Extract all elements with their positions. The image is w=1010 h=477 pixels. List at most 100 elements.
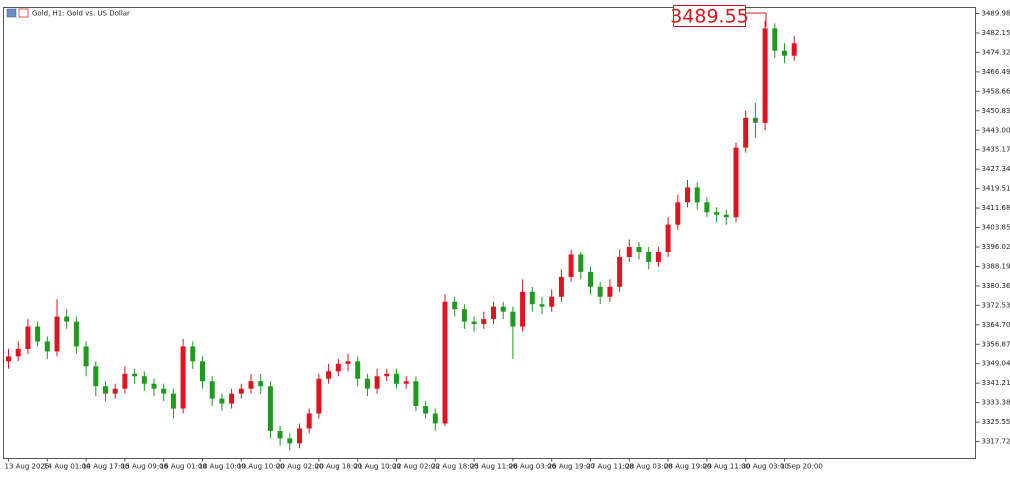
candle-body bbox=[141, 376, 147, 384]
candle-body bbox=[704, 202, 710, 213]
candle-body bbox=[25, 326, 31, 349]
candle-body bbox=[316, 378, 322, 414]
candle-body bbox=[597, 286, 603, 297]
y-tick-label: 3388.19 bbox=[982, 262, 1010, 270]
y-tick-label: 3474.32 bbox=[982, 48, 1010, 56]
candle-body bbox=[15, 348, 21, 357]
y-tick-label: 3317.72 bbox=[982, 438, 1010, 446]
y-tick-label: 3458.66 bbox=[982, 87, 1010, 95]
candle-body bbox=[471, 321, 477, 325]
candle-body bbox=[219, 398, 225, 404]
candle-body bbox=[112, 388, 118, 394]
x-tick-label: 30 Aug 03:00 bbox=[742, 463, 789, 471]
candle-body bbox=[161, 388, 167, 394]
y-tick-label: 3364.70 bbox=[982, 321, 1010, 329]
candle-body bbox=[520, 291, 526, 327]
candle-body bbox=[73, 321, 79, 347]
candle-body bbox=[500, 306, 506, 312]
candle-body bbox=[93, 366, 99, 387]
candle-body bbox=[83, 346, 89, 367]
candle-body bbox=[558, 276, 564, 297]
candle-body bbox=[665, 224, 671, 253]
candle-body bbox=[626, 247, 632, 257]
candle-body bbox=[617, 256, 623, 287]
y-tick-label: 3489.98 bbox=[982, 10, 1010, 18]
candle-body bbox=[151, 383, 157, 389]
candle-body bbox=[209, 381, 215, 399]
candle-body bbox=[355, 361, 361, 379]
candle-body bbox=[277, 430, 283, 439]
candle-body bbox=[733, 147, 739, 218]
chart-title: Gold, H1: Gold vs. US Dollar bbox=[32, 10, 130, 18]
candle-body bbox=[752, 117, 758, 123]
plot-frame bbox=[3, 7, 976, 459]
y-tick-label: 3372.53 bbox=[982, 301, 1010, 309]
candle-body bbox=[413, 381, 419, 407]
x-tick-label: 29 Aug 11:00 bbox=[703, 463, 750, 471]
candle-body bbox=[6, 356, 11, 362]
y-tick-label: 3450.83 bbox=[982, 107, 1010, 115]
candle-body bbox=[103, 386, 108, 394]
candle-body bbox=[432, 413, 438, 424]
candle-body bbox=[54, 316, 60, 352]
candle-body bbox=[549, 296, 555, 307]
x-tick-label: 14 Aug 17:00 bbox=[82, 463, 129, 471]
x-tick-label: 13 Aug 2025 bbox=[5, 463, 50, 471]
candle-body bbox=[170, 393, 176, 409]
candle-body bbox=[287, 438, 293, 444]
candle-body bbox=[636, 247, 642, 253]
y-tick-label: 3380.36 bbox=[982, 282, 1010, 290]
y-tick-label: 3349.04 bbox=[982, 360, 1010, 368]
candle-body bbox=[180, 346, 186, 409]
candle-body bbox=[655, 252, 661, 262]
y-tick-label: 3419.51 bbox=[982, 185, 1010, 193]
candle-body bbox=[267, 386, 273, 431]
y-tick-label: 3466.49 bbox=[982, 68, 1010, 76]
y-tick-label: 3427.34 bbox=[982, 165, 1010, 173]
candle-body bbox=[782, 50, 787, 56]
x-tick-label: 26 Aug 03:00 bbox=[509, 463, 556, 471]
candle-body bbox=[588, 271, 593, 287]
candle-body bbox=[491, 306, 496, 320]
candle-body bbox=[461, 309, 467, 322]
candle-body bbox=[694, 187, 700, 203]
candle-body bbox=[762, 28, 768, 123]
candle-body bbox=[452, 301, 458, 310]
candle-body bbox=[345, 361, 351, 364]
x-tick-label: 22 Aug 02:00 bbox=[393, 463, 440, 471]
y-tick-label: 3403.85 bbox=[982, 224, 1010, 232]
x-tick-label: 25 Aug 11:00 bbox=[470, 463, 517, 471]
x-tick-label: 14 Aug 01:00 bbox=[43, 463, 90, 471]
candle-body bbox=[306, 413, 312, 429]
y-tick-label: 3435.17 bbox=[982, 146, 1010, 154]
candle-body bbox=[35, 326, 41, 342]
header-icons bbox=[6, 8, 29, 18]
x-tick-label: 28 Aug 03:00 bbox=[625, 463, 672, 471]
candle-body bbox=[442, 301, 448, 424]
x-tick-label: 21 Aug 10:00 bbox=[354, 463, 401, 471]
candle-body bbox=[335, 363, 341, 372]
candle-body bbox=[423, 406, 429, 414]
y-tick-label: 3443.00 bbox=[982, 126, 1010, 134]
candle-body bbox=[685, 187, 690, 203]
x-tick-label: 28 Aug 19:00 bbox=[664, 463, 711, 471]
candle-body bbox=[238, 388, 244, 394]
candle-body bbox=[44, 341, 50, 352]
candle-body bbox=[578, 254, 584, 272]
x-tick-label: 16 Aug 01:00 bbox=[160, 463, 207, 471]
candle-body bbox=[132, 373, 138, 377]
candle-body bbox=[122, 373, 128, 389]
x-tick-label: 15 Aug 09:00 bbox=[121, 463, 168, 471]
candle-body bbox=[229, 393, 235, 404]
candle-body bbox=[364, 378, 370, 389]
candle-body bbox=[374, 376, 380, 389]
x-tick-label: 20 Aug 18:00 bbox=[315, 463, 362, 471]
x-tick-label: 26 Aug 19:00 bbox=[548, 463, 595, 471]
candle-body bbox=[772, 28, 778, 51]
y-tick-label: 3325.55 bbox=[982, 418, 1010, 426]
x-tick-label: 27 Aug 11:00 bbox=[587, 463, 634, 471]
candle-body bbox=[675, 202, 681, 225]
candle-body bbox=[384, 373, 390, 377]
y-tick-label: 3396.02 bbox=[982, 243, 1010, 251]
candle-body bbox=[529, 291, 535, 305]
